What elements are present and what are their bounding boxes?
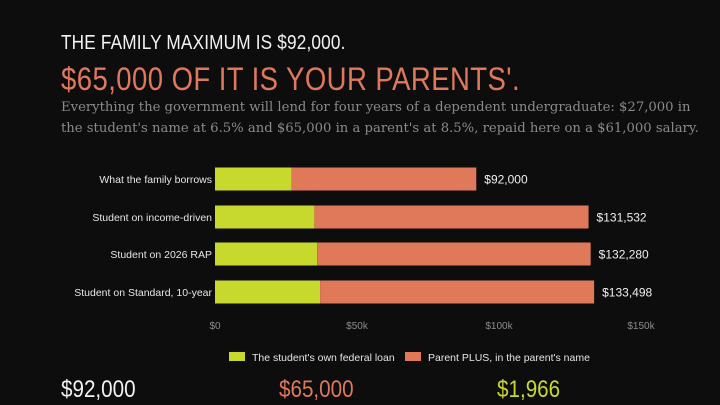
bar-parent-segment: [291, 167, 477, 191]
category-label: What the family borrows: [99, 174, 212, 186]
legend-student-label: The student's own federal loan: [252, 352, 395, 364]
legend-parent-swatch: [405, 352, 421, 361]
legend-student-swatch: [229, 352, 245, 361]
total-value-label: $92,000: [484, 173, 528, 187]
bar-parent-segment: [320, 280, 595, 304]
x-tick-label: $100k: [485, 321, 513, 332]
bar-student-segment: [215, 280, 321, 304]
stat-parent-portion: $65,000: [279, 376, 354, 403]
bar-student-segment: [215, 167, 292, 191]
bar-parent-segment: [317, 242, 591, 266]
x-tick-label: $150k: [627, 321, 655, 332]
x-tick-label: $50k: [346, 321, 369, 332]
headline: $65,000 OF IT IS YOUR PARENTS'.: [61, 61, 521, 97]
category-label: Student on income-driven: [92, 212, 212, 224]
category-label: Student on Standard, 10-year: [74, 287, 212, 299]
bar-student-segment: [215, 205, 315, 229]
stacked-bar-chart: What the family borrows Student on income…: [74, 167, 656, 364]
category-label: Student on 2026 RAP: [110, 249, 212, 261]
deck-text: Everything the government will lend for …: [61, 100, 699, 136]
stat-monthly-payment: $1,966: [497, 376, 561, 403]
total-value-label: $131,532: [597, 211, 647, 225]
stats-row: $92,000 $65,000 $1,966: [0, 376, 720, 405]
kicker-title: THE FAMILY MAXIMUM IS $92,000.: [61, 32, 346, 54]
legend-parent-label: Parent PLUS, in the parent's name: [428, 352, 590, 364]
total-value-label: $132,280: [599, 248, 649, 262]
x-tick-label: $0: [209, 321, 221, 332]
bar-parent-segment: [314, 205, 589, 229]
total-value-label: $133,498: [602, 286, 652, 300]
stat-family-total: $92,000: [61, 376, 136, 403]
bar-student-segment: [215, 242, 318, 266]
